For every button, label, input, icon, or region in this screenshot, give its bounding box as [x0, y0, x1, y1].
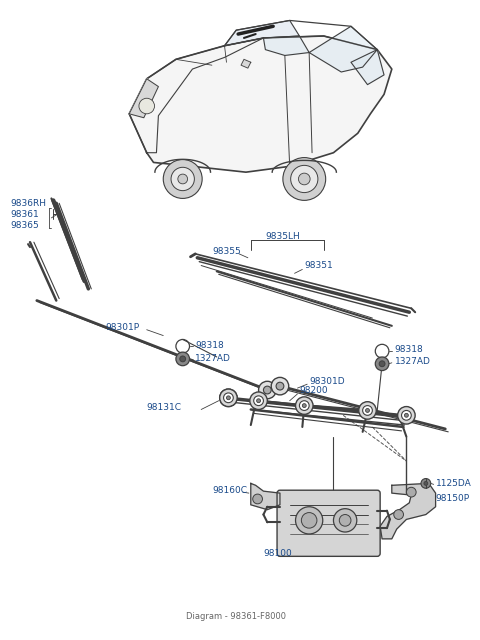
Polygon shape	[225, 20, 300, 45]
Circle shape	[178, 174, 188, 184]
Circle shape	[253, 494, 263, 504]
Circle shape	[257, 399, 261, 403]
Text: 98150P: 98150P	[435, 495, 470, 504]
Circle shape	[302, 404, 306, 408]
Text: 98318: 98318	[195, 340, 224, 350]
Text: 98131C: 98131C	[147, 403, 182, 412]
Circle shape	[300, 401, 309, 410]
Text: 98355: 98355	[212, 248, 240, 257]
Circle shape	[220, 389, 237, 406]
Circle shape	[220, 389, 237, 406]
Polygon shape	[351, 50, 384, 84]
Circle shape	[379, 361, 385, 367]
Circle shape	[271, 378, 289, 395]
Circle shape	[250, 392, 267, 410]
Circle shape	[334, 509, 357, 532]
Text: Diagram - 98361-F8000: Diagram - 98361-F8000	[186, 612, 286, 621]
Circle shape	[421, 479, 431, 488]
Text: 1327AD: 1327AD	[195, 355, 231, 364]
Circle shape	[359, 402, 376, 419]
Circle shape	[424, 481, 428, 485]
Text: 98318: 98318	[395, 345, 423, 354]
Text: 98100: 98100	[264, 549, 292, 558]
Text: 9835LH: 9835LH	[265, 232, 300, 241]
Circle shape	[180, 356, 186, 362]
Text: 98351: 98351	[304, 261, 333, 270]
Text: 9836RH: 9836RH	[11, 199, 47, 208]
Text: 98301P: 98301P	[105, 323, 139, 332]
Polygon shape	[129, 36, 392, 172]
Circle shape	[362, 406, 372, 415]
Text: 98301D: 98301D	[309, 377, 345, 386]
FancyBboxPatch shape	[277, 490, 380, 556]
Circle shape	[291, 165, 318, 193]
Circle shape	[283, 157, 325, 200]
Circle shape	[405, 413, 408, 417]
Circle shape	[224, 393, 233, 403]
Polygon shape	[264, 36, 309, 56]
Text: 98160C: 98160C	[212, 486, 247, 495]
Circle shape	[254, 396, 264, 406]
Circle shape	[227, 396, 230, 400]
Polygon shape	[309, 26, 377, 72]
Circle shape	[394, 509, 404, 520]
Circle shape	[407, 487, 416, 497]
Circle shape	[296, 397, 313, 414]
Circle shape	[299, 173, 310, 185]
Circle shape	[163, 159, 202, 198]
Circle shape	[402, 410, 411, 420]
Text: 1327AD: 1327AD	[395, 357, 431, 366]
Text: 98200: 98200	[300, 387, 328, 396]
Circle shape	[301, 513, 317, 528]
Circle shape	[339, 515, 351, 526]
Text: 1125DA: 1125DA	[435, 479, 471, 488]
Circle shape	[139, 99, 155, 114]
Circle shape	[176, 352, 190, 365]
Polygon shape	[251, 483, 280, 509]
Circle shape	[397, 406, 415, 424]
Polygon shape	[241, 60, 251, 68]
Circle shape	[375, 357, 389, 371]
Circle shape	[264, 386, 271, 394]
Polygon shape	[380, 483, 435, 539]
Circle shape	[296, 507, 323, 534]
Polygon shape	[129, 79, 158, 118]
Circle shape	[276, 382, 284, 390]
Circle shape	[171, 167, 194, 191]
Text: 98365: 98365	[11, 221, 39, 230]
Circle shape	[366, 408, 370, 412]
Circle shape	[259, 381, 276, 399]
Text: 98361: 98361	[11, 211, 39, 220]
